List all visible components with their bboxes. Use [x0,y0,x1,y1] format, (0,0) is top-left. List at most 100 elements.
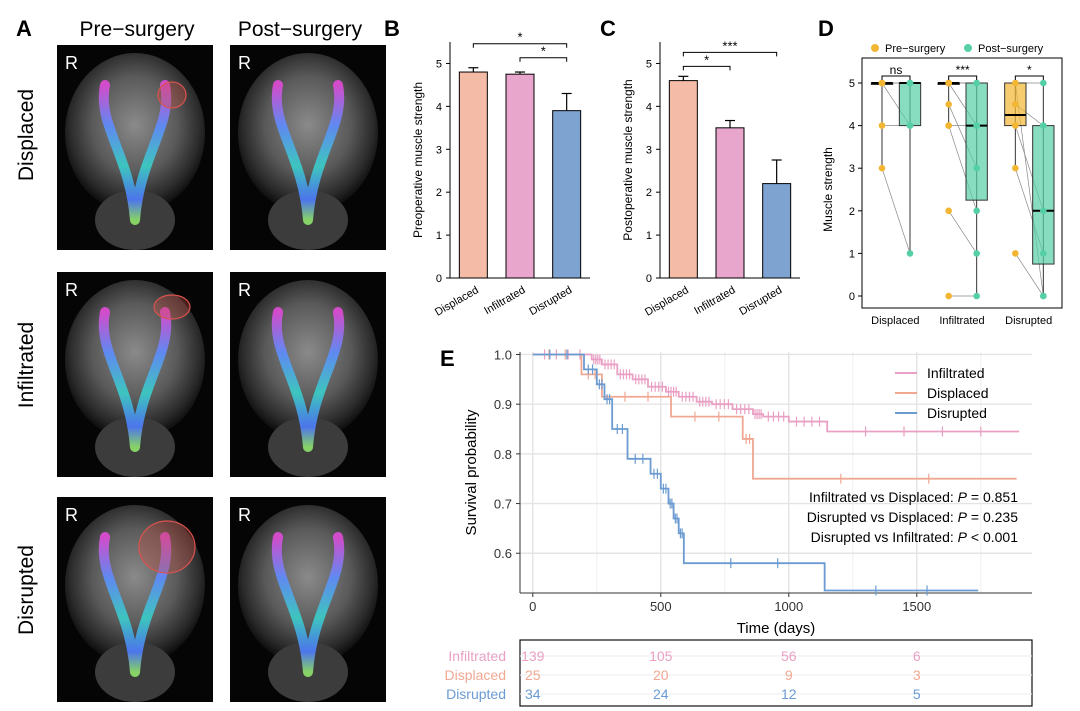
risk-table-cell: 5 [913,686,921,702]
y-axis-label: Muscle strength [821,147,835,232]
significance-label: *** [722,38,737,53]
risk-table-cell: 34 [525,686,541,702]
data-point-pre [878,164,886,172]
risk-table-cell: 6 [913,648,921,664]
significance-label: * [517,30,522,45]
risk-table-cell: 12 [781,686,797,702]
data-point-pre [945,79,952,87]
p-value: < 0.001 [967,529,1018,545]
legend-label-infiltrated: Infiltrated [927,365,985,381]
p-value-annotation: Disrupted vs Infiltrated: P < 0.001 [811,529,1019,545]
legend-label-disrupted: Disrupted [927,405,987,421]
comparison-label: Infiltrated vs Displaced: [809,489,958,505]
tumor-outline [138,520,196,574]
y-tick-label: 1 [436,230,442,242]
orientation-mark: R [238,280,251,300]
bar-disrupted [762,183,792,279]
data-point-post [906,250,914,257]
x-tick-label: 1000 [774,599,803,614]
y-tick-label: 0 [849,291,855,303]
bar-displaced [668,80,698,279]
row-label-disrupted: Disrupted [15,545,38,635]
y-tick-label: 0 [436,273,442,285]
fiber-tract [98,80,172,225]
column-header-pre-surgery: Pre−surgery [80,18,195,41]
y-tick-label: 2 [849,206,855,218]
legend-label-displaced: Displaced [927,385,988,401]
data-point-post [973,250,980,257]
p-value-annotation: Infiltrated vs Displaced: P = 0.851 [809,489,1018,505]
bar-disrupted [552,110,582,279]
significance-bracket [1014,75,1044,80]
x-tick-label: 0 [529,599,536,614]
data-point-post [906,79,914,87]
data-point-pre [945,292,952,300]
significance-label: * [1027,63,1032,77]
y-tick-label: 5 [646,58,652,70]
data-point-post [973,292,980,300]
paired-line [1015,253,1044,297]
data-point-pre [945,207,952,215]
data-point-pre [1012,101,1019,108]
data-point-pre [1012,79,1019,87]
fiber-tract [271,307,345,452]
y-tick-label: 1 [849,248,855,260]
x-tick-label: 1500 [902,599,931,614]
y-tick-label: 3 [849,163,855,175]
risk-table-row-label: Disrupted [446,686,506,702]
y-tick-label: 4 [646,101,652,113]
risk-table-cell: 25 [525,667,541,683]
orientation-mark: R [238,505,251,525]
bar-displaced [458,71,488,279]
x-tick-label: Displaced [643,284,691,319]
y-tick-label: 0.6 [494,546,512,561]
risk-table-cell: 20 [653,667,669,683]
p-value-annotation: Disrupted vs Displaced: P = 0.235 [807,509,1019,525]
fiber-tract [271,80,345,225]
row-label-infiltrated: Infiltrated [15,322,38,408]
risk-table-cell: 56 [781,648,797,664]
box-post [1032,125,1055,265]
box-post [965,82,988,201]
y-tick-label: 5 [849,78,855,90]
data-point-pre [878,122,886,129]
data-point-post [1040,207,1047,215]
data-point-post [1040,79,1047,87]
y-tick-label: 5 [436,58,442,70]
significance-bracket [881,75,911,80]
bar-infiltrated [505,73,535,279]
paired-line [881,168,911,254]
row-label-displaced: Displaced [15,89,38,181]
panel-c-bar-chart: 0 1 2 3 4 5 Postoperative muscle strength Displ… [621,38,800,319]
orientation-mark: R [65,280,78,300]
comparison-label: Disrupted vs Displaced: [807,509,958,525]
y-tick-label: 3 [436,144,442,156]
data-point-post [906,122,914,129]
bar-infiltrated [715,127,745,279]
fiber-tract [98,532,172,677]
risk-table-cell: 105 [649,648,673,664]
panel-letter-e: E [440,346,455,371]
significance-label: * [541,44,546,59]
tumor-outline [157,81,187,109]
box-post [898,82,922,127]
x-tick-label: Infiltrated [939,315,984,327]
significance-label: ns [890,63,903,77]
mri-tile-disrupted-post: R [230,497,386,702]
mri-tile-disrupted-pre: R [57,497,213,702]
y-tick-label: 2 [436,187,442,199]
significance-label: * [704,52,709,67]
y-axis-label: Survival probability [463,409,480,535]
risk-table-cell: 139 [521,648,545,664]
panel-b-bar-chart: 0 1 2 3 4 5 Preoperative muscle strength Displa… [411,30,590,319]
data-point-post [973,122,980,129]
data-point-post [973,164,980,172]
p-value: = 0.235 [967,509,1018,525]
y-tick-label: 0.8 [494,447,512,462]
y-tick-label: 1 [646,230,652,242]
x-tick-label: Displaced [871,315,919,327]
data-point-pre [1012,164,1019,172]
p-symbol: P [958,529,968,545]
fiber-tract [271,532,345,677]
y-axis-label: Preoperative muscle strength [411,82,425,238]
